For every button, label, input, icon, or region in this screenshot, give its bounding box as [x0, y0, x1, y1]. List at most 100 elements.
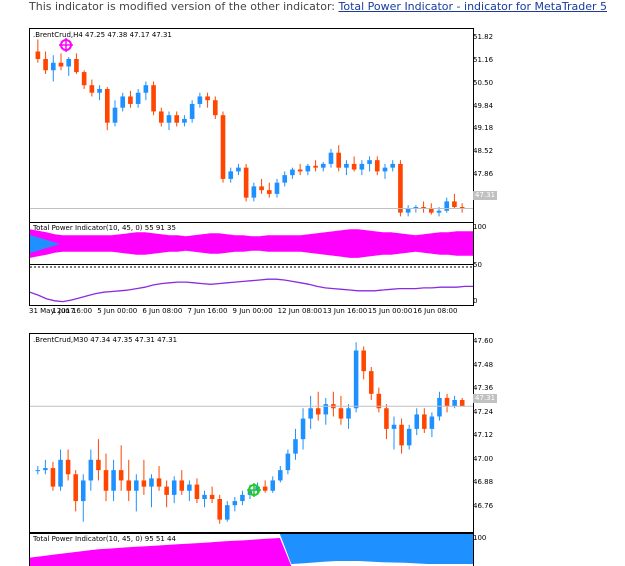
chart1-candle [89, 79, 95, 97]
chart1-candle [197, 92, 203, 108]
chart1-candle [212, 96, 218, 119]
chart1-indicator-bars[interactable]: Total Power Indicator(10, 45, 0) 55 91 3… [29, 222, 474, 265]
chart1-candle [66, 57, 72, 76]
chart2-candle [429, 412, 435, 438]
chart2-candle [58, 449, 63, 491]
chart1-price-tick-label: 47.86 [473, 170, 494, 179]
chart1-candle [112, 100, 118, 127]
chart2-candle [285, 449, 291, 475]
chart2-candle [262, 480, 268, 493]
chart2-candle [384, 404, 389, 440]
chart2-price-tick-label: 47.36 [473, 384, 494, 393]
chart1-candle [305, 163, 311, 176]
chart1-indicator-title: Total Power Indicator(10, 45, 0) 55 91 3… [33, 224, 176, 232]
chart2-indicator-bars[interactable]: Total Power Indicator(10, 45, 0) 95 51 4… [29, 533, 474, 566]
chart1-candle [351, 156, 357, 172]
chart2-price-tick-label: 46.76 [473, 502, 494, 510]
chart2-candle [88, 449, 94, 491]
chart1-candle [405, 205, 411, 217]
chart2-candle [194, 478, 200, 504]
chart2-price-tag: 47.31 [473, 394, 498, 403]
chart2-main-panel[interactable]: .BrentCrud,M30 47.34 47.35 47.31 47.31 [29, 333, 474, 533]
chart2-price-tick-label: 47.12 [473, 431, 494, 440]
chart1-main-panel[interactable]: .BrentCrud,H4 47.25 47.38 47.17 47.31 [29, 28, 474, 223]
chart2-price-tick-label: 47.24 [473, 407, 494, 416]
chart1-time-label: 5 Jun 00:00 [97, 307, 138, 315]
chart2-price-tick-label: 46.88 [473, 478, 494, 487]
chart2-bars-svg [30, 534, 473, 566]
chart1-candle [104, 87, 110, 131]
chart2-candle [149, 474, 154, 508]
chart1-candle [74, 53, 79, 74]
chart2-candle [103, 453, 109, 502]
chart1-line-svg [30, 266, 473, 303]
chart2-candle [65, 449, 71, 481]
chart2-candle [209, 486, 215, 504]
chart1-price-tick-label: 50.50 [473, 78, 494, 87]
chart1-candle [236, 163, 241, 176]
chart2-candle [202, 490, 207, 508]
intro-label: This indicator is modified version of th… [29, 0, 339, 13]
intro-text: This indicator is modified version of th… [29, 0, 607, 13]
chart1-time-label: 12 Jun 08:00 [277, 307, 323, 315]
chart1-time-label: 7 Jun 16:00 [187, 307, 228, 315]
chart1-candle [143, 81, 149, 101]
chart2-candle [270, 476, 276, 493]
chart1-candle [382, 163, 388, 179]
source-indicator-link[interactable]: Total Power Indicator - indicator for Me… [338, 0, 608, 13]
chart2-candle [171, 476, 177, 504]
chart1-candle [189, 100, 195, 123]
chart2-candle [217, 494, 222, 524]
chart1-candle [313, 160, 318, 172]
chart2-candle [118, 445, 124, 491]
chart1-candle [135, 88, 141, 108]
chart2-candle [331, 391, 336, 417]
chart2-candle [35, 466, 41, 475]
chart1-time-label: 1 Jun 16:00 [52, 307, 93, 315]
chart1-candle [359, 160, 365, 176]
chart2-candle [164, 480, 169, 508]
chart1-candle [128, 90, 133, 108]
chart2-candle [187, 480, 192, 502]
chart1-candle [452, 193, 457, 209]
chart1-candle [459, 203, 465, 213]
chart1-signal-marker [59, 38, 73, 52]
chart2-signal-marker [247, 483, 261, 497]
chart2-main-svg [30, 342, 473, 524]
chart1-candle [182, 115, 187, 127]
chart1-candle [174, 111, 180, 127]
chart2-bear-power-area [30, 534, 473, 564]
chart1-time-label: 31 May 2017 [29, 307, 75, 315]
chart1-candle [166, 111, 172, 131]
chart1-candle [290, 167, 295, 179]
chart1-time-label: 15 Jun 00:00 [367, 307, 413, 315]
chart1-ind-tick-50: 50 [473, 261, 482, 269]
chart2-candle [459, 397, 465, 407]
chart1-candle [251, 182, 257, 202]
chart1-time-label: 9 Jun 00:00 [232, 307, 273, 315]
chart1-candle [50, 55, 56, 82]
chart1-bars-svg [30, 229, 473, 258]
chart1-candle [205, 92, 210, 108]
chart2-bull-power-area [30, 538, 473, 566]
chart2-candle [361, 346, 366, 380]
chart1-candle [282, 171, 288, 187]
chart1-time-label: 16 Jun 08:00 [413, 307, 458, 315]
chart1-price-tick-label: 49.84 [473, 101, 494, 110]
chart2-candle [111, 459, 116, 502]
chart1-candle [390, 160, 396, 172]
chart2-candle [376, 387, 382, 413]
chart2-ind-tick-100: 100 [473, 534, 487, 542]
chart2-price-tick-label: 47.60 [473, 337, 494, 345]
chart2-candle [444, 393, 450, 413]
chart1-indicator-line[interactable] [29, 264, 474, 306]
chart1-price-tick-label: 51.82 [473, 33, 494, 41]
chart1-power-line [30, 278, 473, 303]
chart2-candle [399, 418, 404, 454]
chart2-candle [293, 428, 298, 460]
chart1-candle [43, 51, 48, 74]
chart2-candle [43, 459, 48, 475]
chart1-candle [243, 163, 249, 202]
chart2-candle [353, 342, 359, 413]
chart2-candle [414, 408, 420, 436]
